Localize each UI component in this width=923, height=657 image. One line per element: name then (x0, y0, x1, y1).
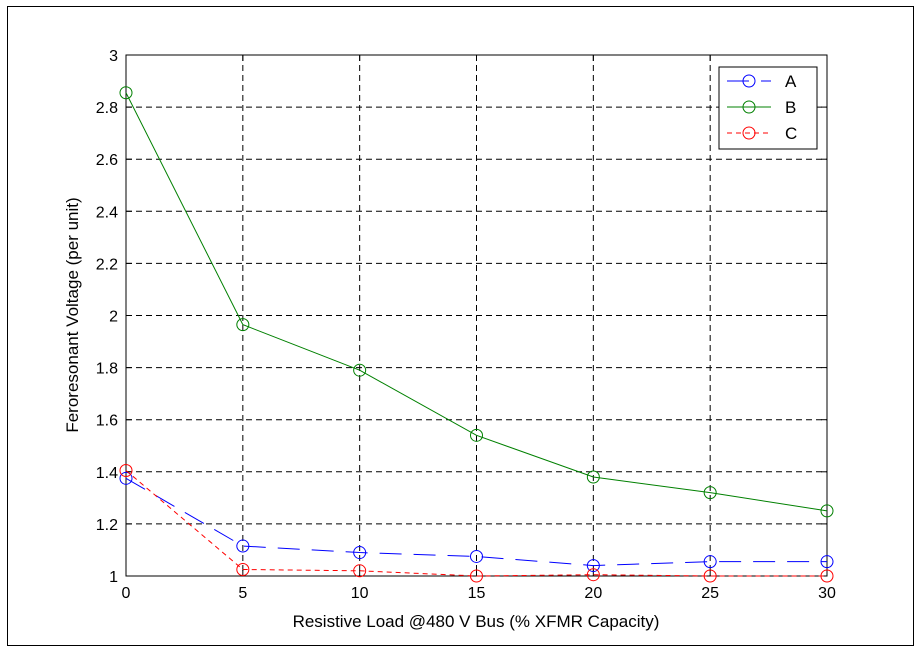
y-tick-label: 1.8 (96, 361, 118, 378)
y-tick-label: 2.2 (96, 256, 118, 273)
y-tick-label: 2.8 (96, 100, 118, 117)
figure-frame: 0 5 10 15 20 25 30 1 1.2 1.4 1.6 1.8 2 2.2 2.4 2.6 2.8 3… (7, 6, 914, 646)
series-point-c (703, 569, 717, 583)
series-point-b (119, 86, 133, 100)
legend-label-b: B (785, 98, 796, 117)
series-line-b (125, 92, 828, 512)
series-point-b (820, 504, 834, 518)
series-point-c (119, 463, 133, 477)
legend-label-c: C (785, 124, 797, 143)
x-tick-label: 25 (701, 585, 719, 602)
legend-label-a: A (785, 72, 797, 91)
y-tick-label: 2.6 (96, 152, 118, 169)
series-point-b (586, 470, 600, 484)
series-point-a (119, 471, 133, 485)
series-point-a (820, 555, 834, 569)
x-tick-label: 30 (818, 585, 836, 602)
legend-marker-c (742, 126, 756, 140)
x-tick-label: 5 (238, 585, 247, 602)
y-tick-label: 2 (109, 309, 118, 326)
x-tick-label: 0 (122, 585, 131, 602)
series-point-b (470, 428, 483, 442)
series-point-c (470, 569, 483, 583)
x-axis-ticks: 0 5 10 15 20 25 30 (122, 55, 836, 602)
series-point-c (820, 569, 834, 583)
legend-box (718, 66, 818, 150)
y-tick-label: 3 (109, 48, 118, 65)
y-tick-label: 1 (109, 569, 118, 586)
series-point-b (353, 363, 367, 377)
series-point-b (236, 318, 250, 332)
x-axis-label: Resistive Load @480 V Bus (% XFMR Capaci… (293, 612, 660, 631)
series-point-a (586, 559, 600, 573)
x-tick-label: 10 (351, 585, 369, 602)
legend-marker-a (742, 74, 756, 88)
series-point-a (236, 539, 250, 553)
y-tick-label: 1.6 (96, 413, 118, 430)
y-tick-label: 2.4 (96, 204, 118, 221)
legend: ABC (718, 66, 818, 150)
series-point-a (470, 549, 483, 563)
x-tick-label: 15 (468, 585, 486, 602)
y-tick-label: 1.2 (96, 517, 118, 534)
line-chart: 0 5 10 15 20 25 30 1 1.2 1.4 1.6 1.8 2 2.2 2.4 2.6 2.8 3… (63, 48, 836, 631)
series-point-c (353, 564, 367, 578)
series-point-c (586, 568, 600, 582)
series-point-a (703, 555, 717, 569)
series-group (119, 86, 834, 583)
y-tick-label: 1.4 (96, 465, 118, 482)
series-line-c (125, 470, 827, 577)
y-axis-ticks: 1 1.2 1.4 1.6 1.8 2 2.2 2.4 2.6 2.8 3 (96, 48, 827, 586)
legend-marker-b (742, 100, 756, 114)
y-axis-label: Feroresonant Voltage (per unit) (63, 197, 82, 432)
series-point-c (236, 562, 250, 576)
series-point-b (703, 486, 717, 500)
x-tick-label: 20 (584, 585, 602, 602)
series-point-a (353, 546, 367, 560)
grid-lines (126, 55, 827, 576)
